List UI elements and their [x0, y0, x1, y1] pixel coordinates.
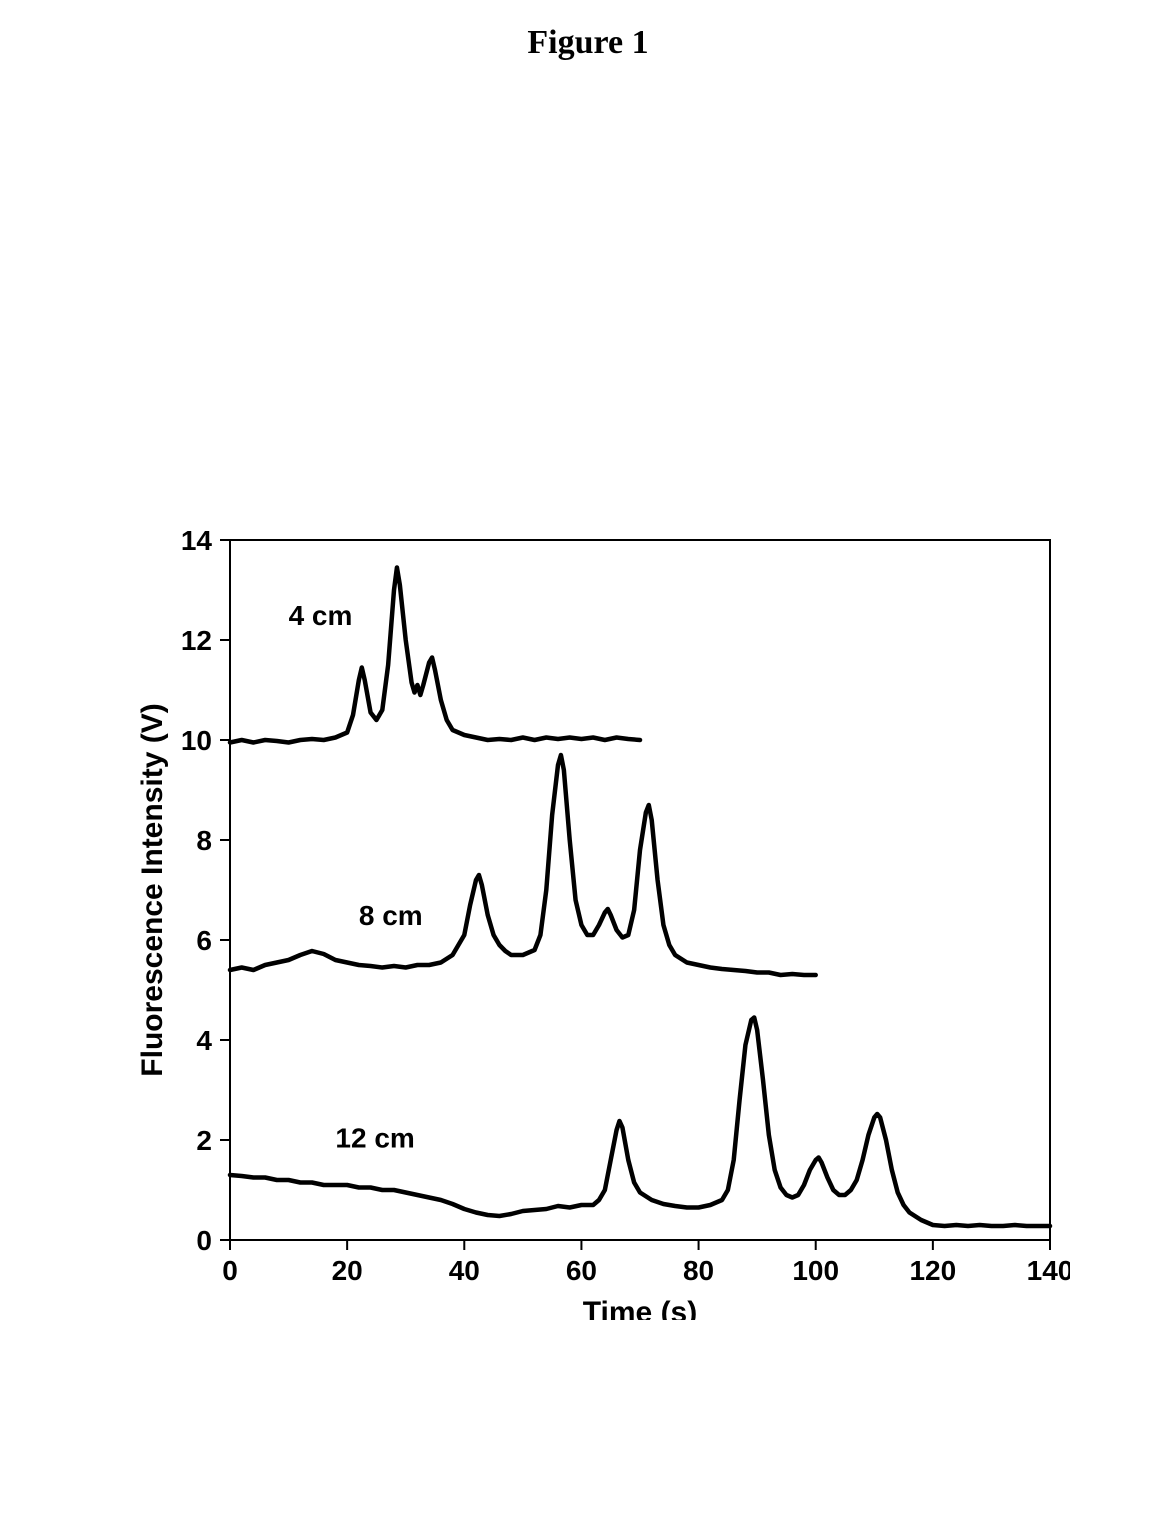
figure-title: Figure 1: [0, 24, 1176, 62]
y-tick-label: 14: [181, 525, 213, 556]
y-axis-label: Fluorescence Intensity (V): [136, 703, 169, 1076]
series-annotation: 4 cm: [289, 600, 353, 631]
x-tick-label: 60: [566, 1255, 597, 1286]
series-line: [230, 755, 816, 975]
y-tick-label: 12: [181, 625, 212, 656]
y-tick-label: 4: [196, 1025, 212, 1056]
x-tick-label: 20: [332, 1255, 363, 1286]
line-chart: 0 20 40 60 80 100 120 140 0 2 4 6 8 10 12 14 Time (s) Flu…: [120, 520, 1070, 1320]
x-tick-label: 100: [792, 1255, 839, 1286]
y-tick-label: 10: [181, 725, 212, 756]
x-axis-label: Time (s): [583, 1296, 697, 1320]
x-tick-label: 80: [683, 1255, 714, 1286]
y-tick-label: 8: [196, 825, 212, 856]
y-tick-label: 0: [196, 1225, 212, 1256]
series-line: [230, 568, 640, 743]
y-tick-label: 6: [196, 925, 212, 956]
chart-container: 0 20 40 60 80 100 120 140 0 2 4 6 8 10 12 14 Time (s) Flu…: [120, 520, 1070, 1320]
x-tick-label: 120: [909, 1255, 956, 1286]
page: Figure 1 0 20 40 60 80 100 120 140 0 2 4 6 8 10 12 14 Ti…: [0, 0, 1176, 1535]
series-annotation: 12 cm: [335, 1123, 414, 1154]
x-tick-label: 40: [449, 1255, 480, 1286]
x-tick-label: 140: [1027, 1255, 1070, 1286]
x-tick-label: 0: [222, 1255, 238, 1286]
series-annotation: 8 cm: [359, 900, 423, 931]
y-tick-label: 2: [196, 1125, 212, 1156]
